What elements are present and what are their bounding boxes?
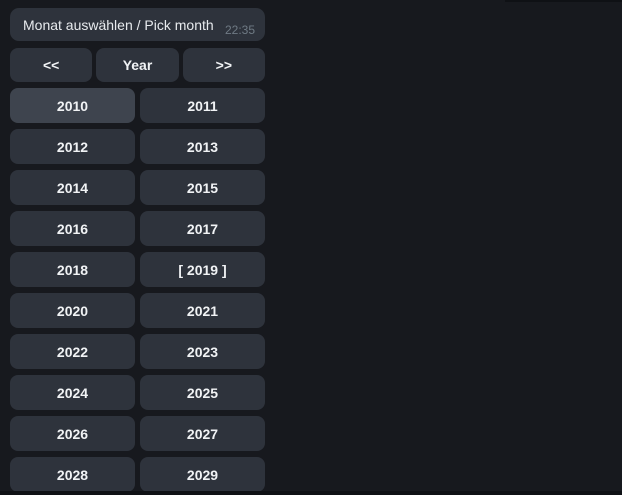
window-edge-bottom — [0, 491, 622, 495]
bot-message: Monat auswählen / Pick month 22:35 << Ye… — [10, 8, 265, 492]
year-button[interactable]: 2017 — [140, 211, 265, 246]
year-button[interactable]: 2027 — [140, 416, 265, 451]
year-button[interactable]: 2025 — [140, 375, 265, 410]
year-button[interactable]: 2013 — [140, 129, 265, 164]
year-button[interactable]: 2016 — [10, 211, 135, 246]
year-button[interactable]: 2021 — [140, 293, 265, 328]
year-button[interactable]: 2012 — [10, 129, 135, 164]
year-button[interactable]: 2026 — [10, 416, 135, 451]
message-text: Monat auswählen / Pick month — [23, 16, 214, 33]
year-button[interactable]: 2024 — [10, 375, 135, 410]
window-edge-top — [505, 0, 622, 2]
message-time: 22:35 — [224, 23, 255, 37]
year-mode-button[interactable]: Year — [96, 48, 179, 82]
year-button[interactable]: 2015 — [140, 170, 265, 205]
year-button[interactable]: 2028 — [10, 457, 135, 492]
year-button[interactable]: 2014 — [10, 170, 135, 205]
prev-years-button[interactable]: << — [10, 48, 93, 82]
year-button[interactable]: 2010 — [10, 88, 135, 123]
year-button[interactable]: 2018 — [10, 252, 135, 287]
year-grid: 2010 2011 2012 2013 2014 2015 2016 2017 2018[ 20… — [10, 88, 265, 492]
year-button[interactable]: 2023 — [140, 334, 265, 369]
year-button[interactable]: 2029 — [140, 457, 265, 492]
next-years-button[interactable]: >> — [182, 48, 265, 82]
message-bubble: Monat auswählen / Pick month 22:35 — [10, 8, 265, 41]
year-button[interactable]: 2011 — [140, 88, 265, 123]
keyboard-nav-row: << Year >> — [10, 48, 265, 82]
year-button[interactable]: 2022 — [10, 334, 135, 369]
year-button[interactable]: 2020 — [10, 293, 135, 328]
year-button-current[interactable]: [ 2019 ] — [140, 252, 265, 287]
